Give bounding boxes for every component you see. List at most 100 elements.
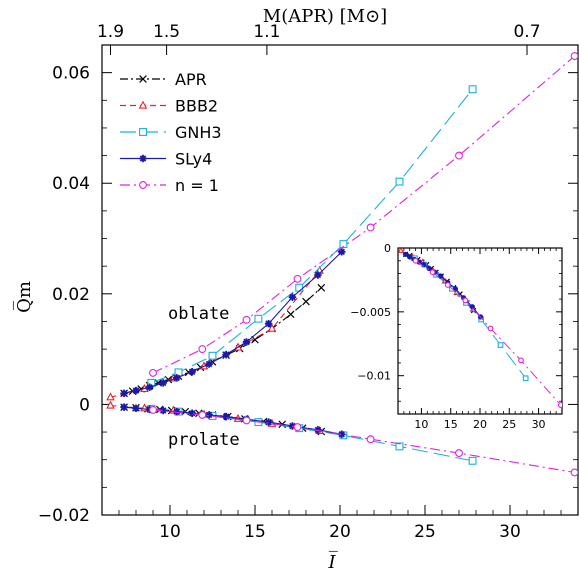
inset-y-tick-label: −0.01 [357,370,391,383]
point-n1-prolate [242,416,251,425]
inset-point-n1-prolate [444,282,451,288]
inset-point-n1-prolate [487,325,494,332]
legend-label-bbb2: BBB2 [175,97,218,116]
inset-point-sly4-prolate [403,251,409,257]
point-sly4-prolate [132,404,140,413]
inset-point-sly4-prolate [416,259,422,265]
point-gnh3-prolate [395,442,404,451]
x-tick-label: 25 [414,522,436,542]
inset-x-tick-label: 10 [414,418,428,431]
inset-frame [397,247,563,415]
x-tick-label: 15 [244,522,266,542]
point-sly4-oblate [242,338,251,346]
legend-label-n1: n = 1 [175,176,219,195]
point-sly4-oblate [337,248,346,256]
legend-label-apr: APR [175,70,207,89]
point-sly4-oblate [205,360,213,368]
inset-point-bbb2-prolate [398,248,405,253]
inset-point-sly4-prolate [452,286,458,292]
inset-x-tick-label: 15 [444,418,458,431]
point-sly4-oblate [314,271,322,279]
legend-marker-n1 [139,181,147,189]
prolate-annotation: prolate [168,430,240,450]
point-sly4-oblate [159,379,167,387]
point-sly4-oblate [173,374,181,382]
y-axis-label: Q̅m [13,281,35,313]
point-gnh3-oblate [339,240,348,249]
legend-marker-apr [139,75,147,83]
y-tick-label: −0.02 [38,506,90,526]
inset-data-area [398,248,562,408]
legend-marker-gnh3 [139,128,147,136]
series-gnh3-oblate-line [151,88,474,384]
point-bbb2-prolate [106,400,115,409]
point-n1-prolate [149,405,157,414]
x-axis-label: I̅ [327,551,337,573]
top-axis-tick-label: 1.1 [253,22,280,42]
inset-point-n1-prolate [412,257,419,264]
inset-x-tick-label: 20 [473,418,487,431]
point-n1-prolate [455,449,463,458]
point-gnh3-prolate [468,456,477,465]
inset-point-sly4-prolate [438,273,444,279]
point-bbb2-oblate [106,392,115,401]
top-axis-tick-label: 1.9 [97,22,124,42]
point-sly4-prolate [188,409,196,417]
point-apr-oblate [302,297,310,306]
point-sly4-oblate [132,386,140,395]
inset-point-gnh3-prolate [497,342,504,348]
point-n1-oblate [242,315,251,324]
inset-point-sly4-prolate [426,265,432,271]
point-n1-prolate [293,423,302,432]
point-n1-oblate [149,368,157,377]
inset-point-n1-prolate [557,402,562,408]
point-sly4-prolate [173,407,181,416]
inset-x-tick-label: 25 [502,418,516,431]
point-n1-oblate [293,274,302,283]
point-n1-prolate [198,410,207,419]
y-tick-label: 0.02 [52,285,90,305]
top-axis-tick-label: 1.5 [153,22,180,42]
point-n1-prolate [570,468,578,477]
oblate-annotation: oblate [168,304,229,324]
y-tick-label: 0.06 [52,64,90,84]
point-n1-oblate [570,52,578,61]
point-sly4-prolate [159,406,167,415]
x-tick-label: 20 [329,522,351,542]
point-n1-oblate [198,345,207,354]
point-sly4-prolate [337,430,346,439]
point-sly4-prolate [205,411,213,419]
point-sly4-prolate [120,403,128,411]
point-sly4-prolate [264,418,273,426]
legend-label-sly4: SLy4 [175,150,212,169]
y-tick-label: 0.04 [52,174,90,194]
point-gnh3-oblate [208,351,217,360]
legend: APR BBB2 GNH3 SLy4 n = 1 [120,70,222,195]
point-sly4-prolate [314,426,322,434]
point-sly4-oblate [145,383,154,392]
y-tick-label: 0 [79,395,90,415]
inset-point-sly4-prolate [407,254,413,260]
top-axis-label: M(APR) [M⊙] [263,6,387,27]
inset-point-n1-prolate [429,269,436,276]
legend-label-gnh3: GNH3 [175,123,222,142]
inset-plot: 10 15 20 25 30 0 −0.005 −0.01 [350,242,563,431]
point-gnh3-oblate [395,177,404,186]
inset-point-n1-prolate [518,357,524,364]
inset-point-gnh3-prolate [522,375,529,382]
x-tick-label: 30 [499,522,521,542]
top-axis: 1.9 1.5 1.1 0.7 [97,22,541,55]
point-sly4-oblate [222,350,230,359]
inset-y-tick-label: 0 [384,242,391,255]
point-sly4-oblate [288,293,297,301]
point-sly4-oblate [188,368,196,376]
inset-point-sly4-prolate [469,304,475,310]
point-sly4-oblate [120,389,128,398]
point-gnh3-oblate [295,283,304,292]
point-gnh3-oblate [468,85,477,94]
point-apr-oblate [286,310,295,319]
inset-x-tick-label: 30 [532,418,546,431]
inset-point-sly4-prolate [421,262,427,268]
point-n1-prolate [366,435,375,444]
